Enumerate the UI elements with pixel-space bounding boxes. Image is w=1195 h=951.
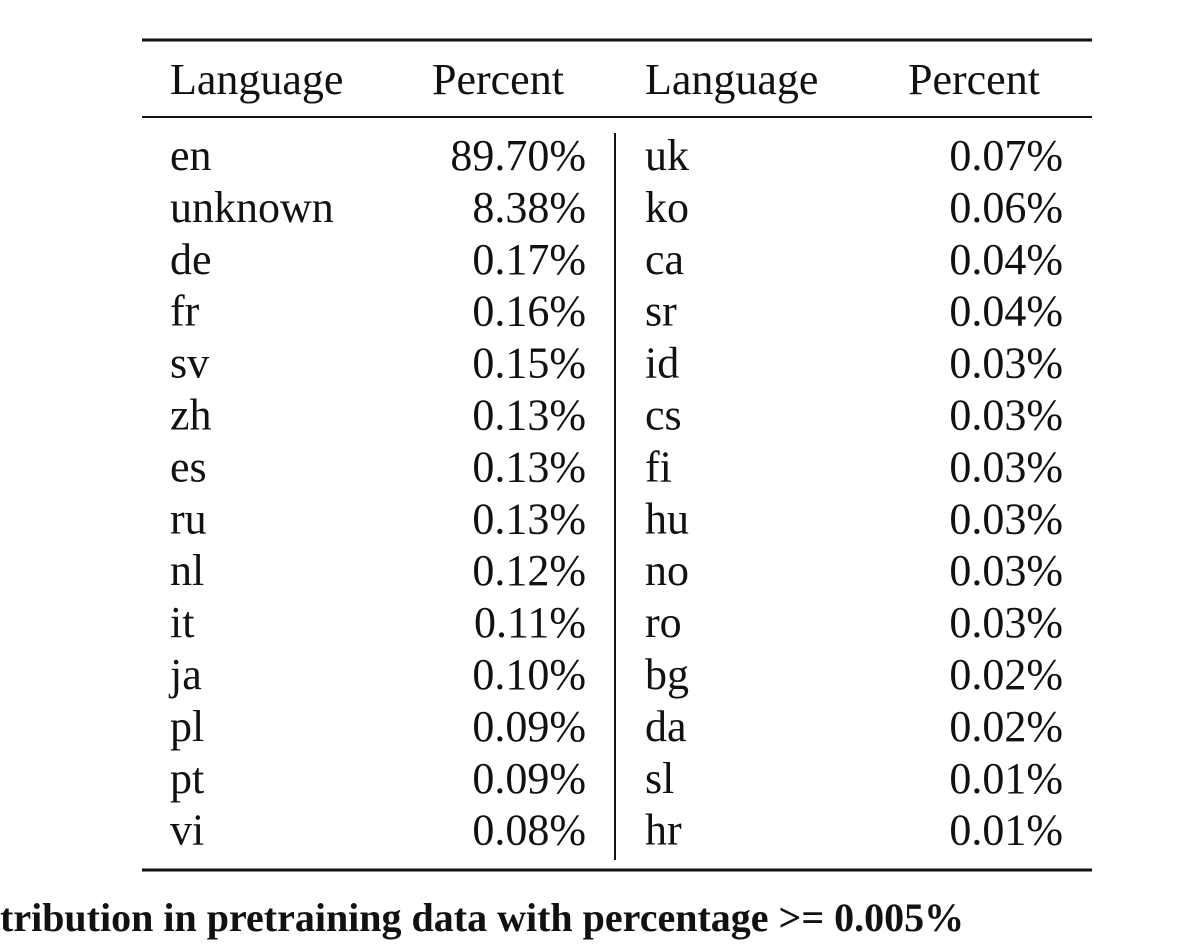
language-cell: ca [645,235,684,284]
percent-cell: 0.03% [949,494,1063,543]
percent-cell: 0.16% [472,287,586,336]
language-cell: pl [170,702,204,751]
header-cell: Language [170,55,343,104]
language-cell: zh [170,391,212,440]
header-cell: Percent [432,55,564,104]
language-cell: sl [645,754,674,803]
percent-cell: 0.04% [949,235,1063,284]
percent-cell: 0.09% [472,754,586,803]
language-cell: it [170,598,194,647]
language-cell: pt [170,754,204,803]
language-cell: bg [645,650,689,699]
language-cell: sr [645,287,677,336]
percent-cell: 0.03% [949,391,1063,440]
language-cell: unknown [170,183,334,232]
language-cell: ro [645,598,682,647]
percent-cell: 0.02% [949,650,1063,699]
language-cell: ru [170,494,207,543]
percent-cell: 0.06% [949,183,1063,232]
percent-cell: 0.17% [472,235,586,284]
language-cell: fr [170,287,200,336]
percent-cell: 0.15% [472,339,586,388]
language-cell: hr [645,806,682,855]
percent-cell: 0.03% [949,339,1063,388]
language-cell: ja [168,650,202,699]
language-cell: de [170,235,212,284]
percent-cell: 0.07% [949,131,1063,180]
percent-cell: 0.10% [472,650,586,699]
language-cell: cs [645,391,682,440]
percent-cell: 0.04% [949,287,1063,336]
language-cell: fi [645,442,672,491]
language-cell: no [645,546,689,595]
language-cell: en [170,131,212,180]
percent-cell: 0.03% [949,442,1063,491]
percent-cell: 0.11% [474,598,586,647]
percent-cell: 0.13% [472,494,586,543]
header-cell: Language [645,55,818,104]
percent-cell: 0.12% [472,546,586,595]
percent-cell: 0.01% [949,754,1063,803]
percent-cell: 0.13% [472,442,586,491]
language-cell: da [645,702,687,751]
language-cell: ko [645,183,689,232]
language-cell: hu [645,494,689,543]
percent-cell: 0.01% [949,806,1063,855]
percent-cell: 8.38% [472,183,586,232]
header-cell: Percent [908,55,1040,104]
percent-cell: 89.70% [450,131,586,180]
caption: tribution in pretraining data with perce… [0,895,964,940]
language-cell: uk [645,131,689,180]
language-cell: vi [170,806,204,855]
percent-cell: 0.03% [949,546,1063,595]
percent-cell: 0.08% [472,806,586,855]
percent-cell: 0.02% [949,702,1063,751]
percent-cell: 0.13% [472,391,586,440]
language-cell: sv [170,339,209,388]
percent-cell: 0.03% [949,598,1063,647]
percent-cell: 0.09% [472,702,586,751]
language-cell: es [170,442,207,491]
language-cell: id [645,339,679,388]
language-cell: nl [170,546,204,595]
